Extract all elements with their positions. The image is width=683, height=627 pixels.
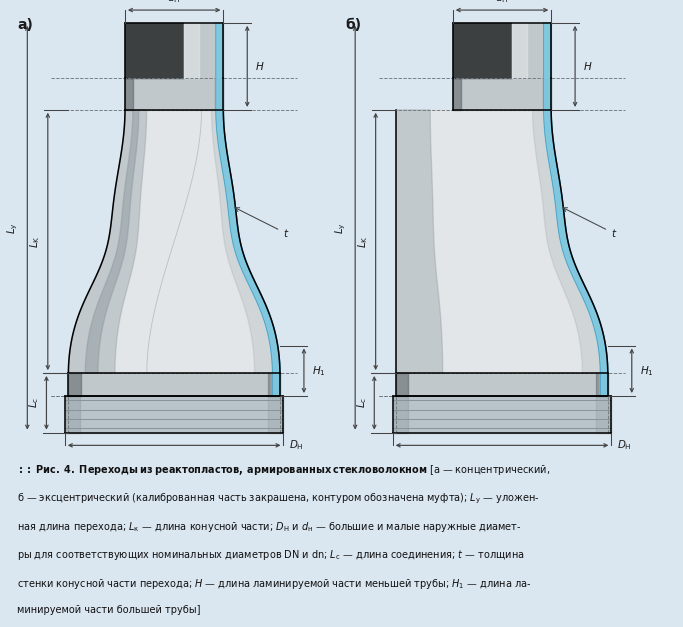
Polygon shape: [125, 78, 133, 110]
Text: $H_1$: $H_1$: [640, 364, 654, 377]
Polygon shape: [453, 78, 551, 110]
Text: $L_{\rm c}$: $L_{\rm c}$: [355, 397, 369, 408]
Polygon shape: [125, 78, 223, 110]
Polygon shape: [184, 23, 223, 78]
Polygon shape: [184, 23, 199, 78]
Polygon shape: [68, 110, 280, 373]
Text: минируемой части большей трубы]: минируемой части большей трубы]: [17, 605, 200, 615]
Text: $H$: $H$: [255, 60, 265, 72]
Text: $t$: $t$: [235, 208, 290, 240]
Text: $D_{\rm H}$: $D_{\rm H}$: [617, 438, 632, 452]
Polygon shape: [85, 110, 139, 373]
Polygon shape: [212, 110, 280, 373]
Polygon shape: [453, 23, 512, 78]
Text: $L_{\rm c}$: $L_{\rm c}$: [27, 397, 41, 408]
Polygon shape: [396, 110, 608, 373]
Polygon shape: [68, 373, 280, 396]
Text: $d_{\rm H}$: $d_{\rm H}$: [167, 0, 181, 6]
Polygon shape: [215, 78, 223, 110]
Text: $H_1$: $H_1$: [312, 364, 326, 377]
Text: ры для соответствующих номинальных диаметров DN и dn; $L_\mathrm{с}$ — длина сое: ры для соответствующих номинальных диаме…: [17, 548, 525, 562]
Text: $L_{\rm K}$: $L_{\rm K}$: [357, 235, 370, 248]
Polygon shape: [268, 396, 283, 433]
Polygon shape: [512, 23, 527, 78]
Text: а): а): [17, 18, 33, 33]
Polygon shape: [68, 373, 81, 396]
Text: стенки конусной части перехода; $H$ — длина ламинируемой части меньшей трубы; $H: стенки конусной части перехода; $H$ — дл…: [17, 577, 531, 591]
Polygon shape: [68, 110, 147, 373]
Text: б): б): [345, 18, 361, 33]
Polygon shape: [65, 396, 283, 433]
Polygon shape: [512, 23, 551, 78]
Polygon shape: [393, 396, 611, 433]
Polygon shape: [65, 396, 80, 433]
Text: $t$: $t$: [563, 208, 617, 240]
Text: $\bf{::}$ $\bf{Рис.\;4.}$ $\bf{Переходы\;из\;реактопластов,\;армированных\;стекл: $\bf{::}$ $\bf{Рис.\;4.}$ $\bf{Переходы\…: [17, 463, 550, 477]
Text: $H$: $H$: [583, 60, 593, 72]
Polygon shape: [396, 373, 608, 396]
Polygon shape: [453, 78, 461, 110]
Text: ная длина перехода; $L_\mathrm{к}$ — длина конусной части; $D_\mathrm{Н}$ и $d_\: ная длина перехода; $L_\mathrm{к}$ — дли…: [17, 520, 521, 534]
Polygon shape: [125, 23, 184, 78]
Polygon shape: [268, 373, 280, 396]
Polygon shape: [396, 373, 408, 396]
Polygon shape: [393, 396, 408, 433]
Polygon shape: [596, 373, 608, 396]
Text: $L_{\rm y}$: $L_{\rm y}$: [334, 222, 348, 234]
Polygon shape: [533, 110, 608, 373]
Polygon shape: [544, 23, 608, 396]
Text: $d_{\rm H}$: $d_{\rm H}$: [495, 0, 509, 6]
Polygon shape: [396, 110, 443, 373]
Polygon shape: [596, 396, 611, 433]
Text: $D_{\rm H}$: $D_{\rm H}$: [289, 438, 304, 452]
Polygon shape: [543, 78, 551, 110]
Text: б — эксцентрический (калиброванная часть закрашена, контуром обозначена муфта); : б — эксцентрический (калиброванная часть…: [17, 491, 540, 505]
Polygon shape: [216, 23, 280, 396]
Text: $L_{\rm K}$: $L_{\rm K}$: [29, 235, 42, 248]
Text: $L_{\rm y}$: $L_{\rm y}$: [6, 222, 20, 234]
